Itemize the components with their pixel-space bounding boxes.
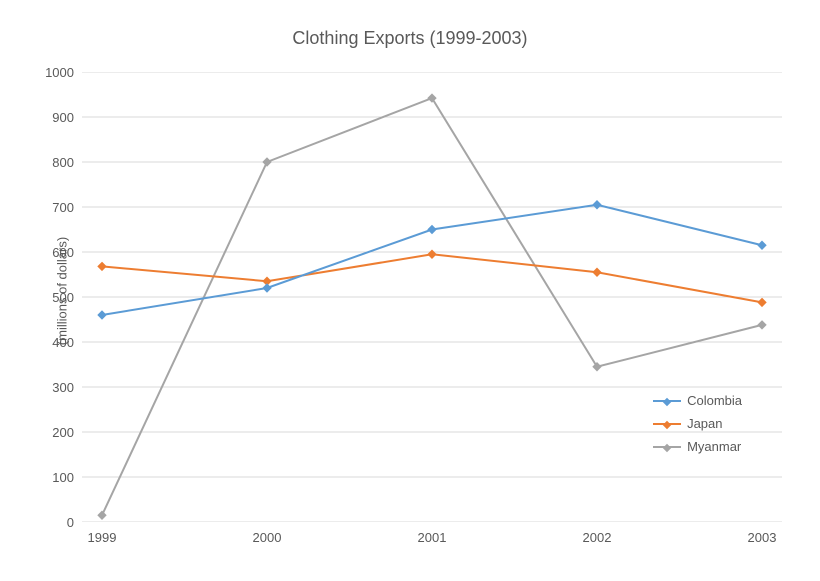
x-tick-label: 2001 (412, 530, 452, 545)
legend-marker-icon (663, 420, 671, 428)
y-tick-label: 600 (32, 245, 74, 260)
legend-marker-icon (663, 397, 671, 405)
legend-swatch (653, 400, 681, 402)
y-tick-label: 200 (32, 425, 74, 440)
legend-marker-icon (663, 443, 671, 451)
y-tick-label: 1000 (32, 65, 74, 80)
y-tick-label: 900 (32, 110, 74, 125)
y-tick-label: 500 (32, 290, 74, 305)
legend-label: Colombia (687, 393, 742, 408)
legend-swatch (653, 423, 681, 425)
legend-label: Myanmar (687, 439, 741, 454)
legend-swatch (653, 446, 681, 448)
legend-item: Myanmar (653, 439, 742, 454)
y-tick-label: 400 (32, 335, 74, 350)
y-tick-label: 0 (32, 515, 74, 530)
x-tick-label: 1999 (82, 530, 122, 545)
chart-container: Clothing Exports (1999-2003) (millions o… (0, 0, 820, 581)
chart-title: Clothing Exports (1999-2003) (0, 28, 820, 49)
legend-label: Japan (687, 416, 722, 431)
y-tick-label: 100 (32, 470, 74, 485)
y-tick-label: 800 (32, 155, 74, 170)
x-tick-label: 2003 (742, 530, 782, 545)
y-tick-label: 700 (32, 200, 74, 215)
x-tick-label: 2000 (247, 530, 287, 545)
legend: Colombia Japan Myanmar (653, 393, 742, 462)
y-tick-label: 300 (32, 380, 74, 395)
legend-item: Colombia (653, 393, 742, 408)
x-tick-label: 2002 (577, 530, 617, 545)
legend-item: Japan (653, 416, 742, 431)
